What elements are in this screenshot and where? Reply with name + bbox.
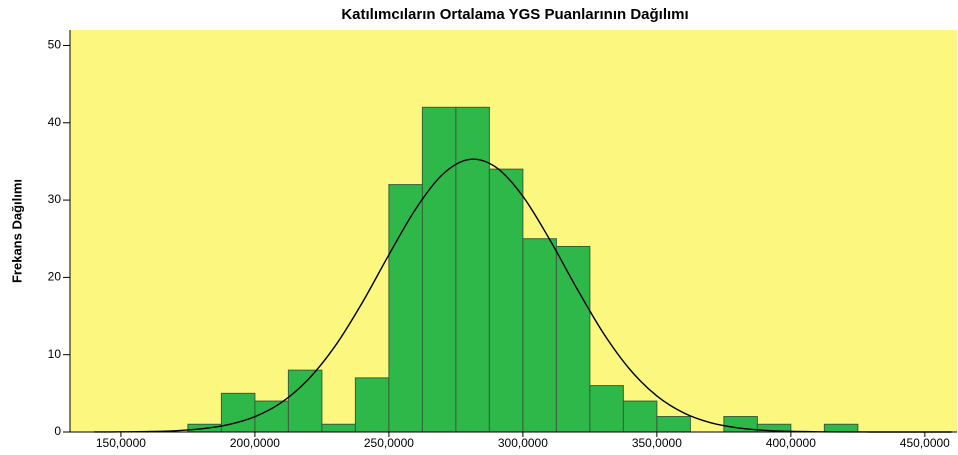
bar — [522, 238, 557, 433]
x-tick-label: 400,0000 — [766, 436, 816, 450]
bar — [321, 423, 356, 433]
y-tick-label: 20 — [48, 270, 62, 284]
x-tick-label: 250,0000 — [364, 436, 414, 450]
y-tick-label: 40 — [48, 115, 62, 129]
bar — [220, 392, 256, 433]
bar — [254, 400, 289, 433]
bar — [488, 168, 524, 433]
y-tick-label: 10 — [48, 347, 62, 361]
bar — [354, 377, 390, 433]
bar — [823, 423, 859, 433]
x-tick-label: 350,0000 — [632, 436, 682, 450]
y-axis-label: Frekans Dağılımı — [9, 179, 24, 283]
y-tick-label: 0 — [54, 424, 61, 438]
bar — [555, 245, 591, 433]
x-tick-label: 300,0000 — [498, 436, 548, 450]
bar — [421, 106, 457, 433]
chart-title: Katılımcıların Ortalama YGS Puanlarının … — [341, 6, 688, 23]
bar — [656, 416, 691, 433]
bar — [287, 369, 323, 433]
x-tick-label: 200,0000 — [230, 436, 280, 450]
bar — [388, 184, 423, 433]
x-tick-label: 150,0000 — [96, 436, 146, 450]
bar — [622, 400, 658, 433]
x-tick-label: 450,0000 — [900, 436, 950, 450]
y-tick-label: 30 — [48, 192, 62, 206]
y-tick-label: 50 — [48, 38, 62, 52]
bar — [455, 106, 490, 433]
bar — [589, 385, 624, 433]
